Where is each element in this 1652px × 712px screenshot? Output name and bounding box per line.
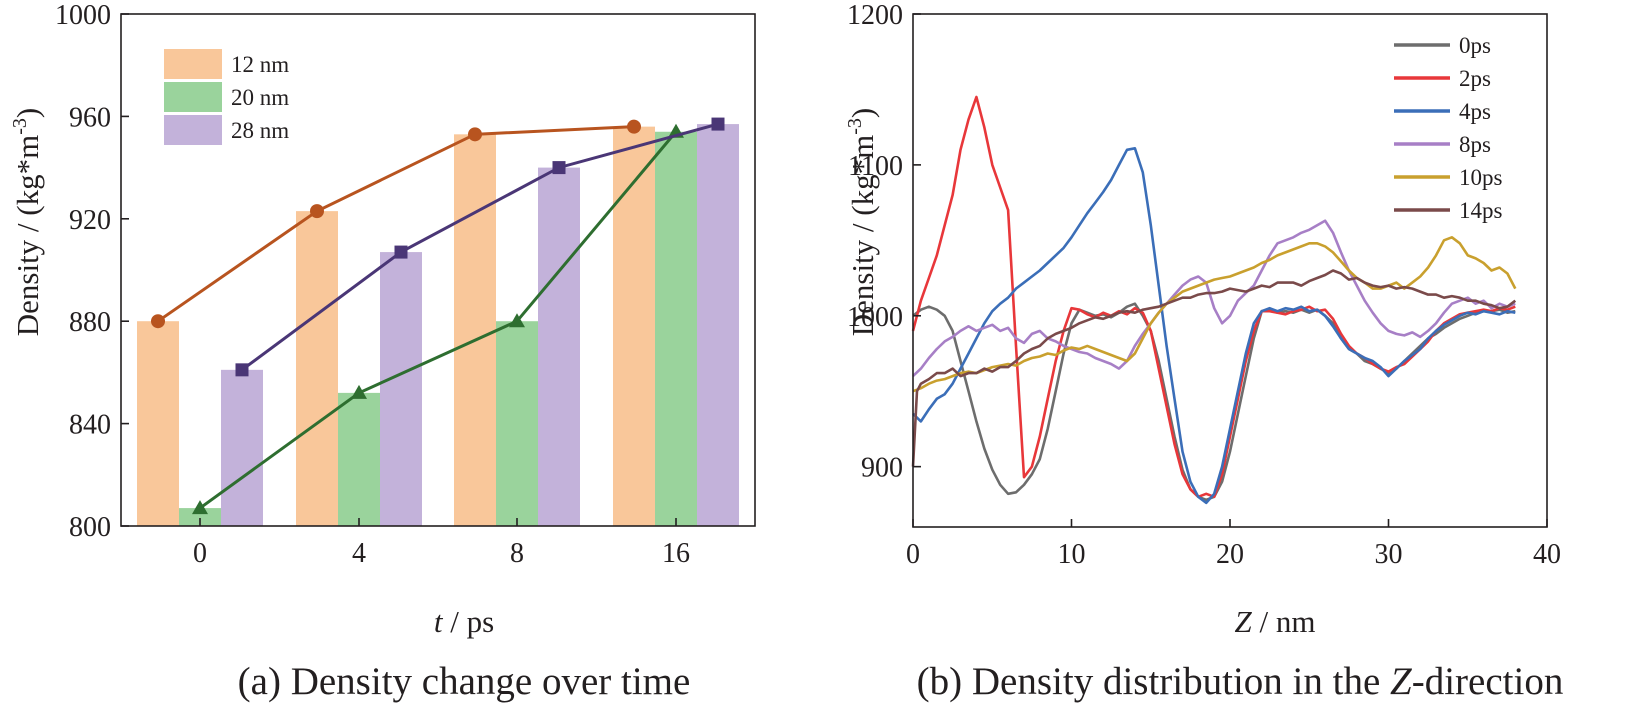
line-10ps [912, 236, 1517, 393]
line-8ps [912, 219, 1516, 378]
marker-28nm-0 [235, 363, 249, 377]
chart-b-ytick-label: 1100 [848, 151, 903, 182]
chart-b-xlabel-unit: / nm [1252, 604, 1316, 639]
legend-label: 20 nm [231, 85, 289, 110]
chart-b-xtick-label: 0 [906, 539, 920, 570]
marker-28nm-8 [552, 161, 566, 175]
line-12nm [157, 125, 635, 323]
chart-a-ylabel-main: Density / (kg*m [10, 135, 45, 337]
chart-b-xlabel-var: Z [1235, 604, 1253, 639]
legend-label: 12 nm [231, 52, 289, 77]
chart-a-frame [120, 13, 756, 527]
chart-a-caption-prefix: (a) [238, 660, 281, 703]
chart-a-xtick-label: 4 [352, 538, 366, 569]
legend-label: 4ps [1459, 99, 1491, 124]
chart-a-xlabel-var: t [434, 604, 444, 639]
chart-b-ytick-label: 900 [861, 453, 903, 484]
legend-label: 28 nm [231, 118, 289, 143]
line-20nm [199, 130, 678, 510]
svg-text:Density / (kg*m-3): Density / (kg*m-3) [9, 108, 45, 337]
bar-28nm-16 [697, 124, 739, 526]
bar-20nm-8 [496, 321, 538, 526]
chart-a: 800 840 880 920 960 1000 0 4 8 16 12 nm 20 nm 28 nm [55, 0, 756, 569]
chart-a-ytick-label: 1000 [55, 0, 111, 31]
bar-12nm-0 [137, 321, 179, 526]
bar-12nm-4 [296, 211, 338, 526]
chart-a-xtick-label: 8 [510, 538, 524, 569]
legend-swatch-20nm [164, 82, 222, 112]
bar-28nm-8 [538, 167, 580, 526]
chart-a-ytick-label: 840 [69, 410, 111, 441]
chart-b-ylabel: Density / (kg*m-3) [844, 108, 880, 337]
marker-28nm-4 [394, 245, 408, 259]
chart-b-xlabel: Z / nm [1235, 604, 1316, 639]
chart-a-ytick-label: 960 [69, 102, 111, 133]
svg-text:Density / (kg*m-3): Density / (kg*m-3) [844, 108, 880, 337]
chart-b-ylabel-main: Density / (kg*m [845, 135, 880, 337]
chart-a-xtick-label: 0 [193, 538, 207, 569]
legend-label: 2ps [1459, 66, 1491, 91]
chart-b: 900 1000 1100 1200 0 10 20 30 40 0ps 2ps 4ps 8ps 10ps… [847, 0, 1561, 570]
marker-28nm-16 [711, 117, 725, 131]
line-2ps [911, 95, 1516, 499]
legend-label: 14ps [1459, 198, 1503, 223]
legend-swatch-28nm [164, 115, 222, 145]
chart-a-caption: (a) Density change over time [238, 660, 691, 703]
bar-20nm-0 [179, 508, 221, 526]
chart-b-ylabel-sup: -3 [844, 118, 866, 135]
chart-b-caption-text: Density distribution in the [962, 660, 1390, 703]
chart-b-caption-var: Z [1390, 660, 1413, 703]
marker-12nm-4 [310, 204, 324, 219]
legend-swatch-12nm [164, 49, 222, 79]
line-4ps [912, 147, 1516, 505]
marker-20nm-8 [509, 313, 525, 328]
chart-a-ytick-label: 880 [69, 307, 111, 338]
marker-20nm-0 [192, 500, 208, 515]
legend-label: 10ps [1459, 165, 1503, 190]
chart-a-ylabel-sup: -3 [9, 118, 31, 135]
chart-a-xlabel-unit: / ps [442, 604, 494, 639]
bar-28nm-0 [221, 369, 263, 526]
legend-label: 8ps [1459, 132, 1491, 157]
bar-12nm-16 [613, 126, 655, 526]
chart-b-xtick-label: 30 [1375, 539, 1403, 570]
legend-label: 0ps [1459, 33, 1491, 58]
chart-a-xlabel: t / ps [434, 604, 494, 639]
chart-b-xtick-label: 20 [1216, 539, 1244, 570]
chart-b-xtick-label: 10 [1058, 539, 1086, 570]
bar-12nm-8 [454, 134, 496, 526]
chart-b-ylabel-end: ) [845, 108, 880, 118]
chart-b-caption-prefix: (b) [917, 660, 962, 703]
chart-a-ylabel: Density / (kg*m-3) [9, 108, 45, 337]
chart-b-xtick-label: 40 [1533, 539, 1561, 570]
marker-12nm-0 [151, 314, 165, 329]
chart-b-caption: (b) Density distribution in the Z-direct… [917, 660, 1564, 703]
chart-a-ylabel-end: ) [10, 108, 45, 118]
chart-a-caption-text: Density change over time [291, 660, 691, 703]
chart-b-ytick-label: 1000 [847, 302, 903, 333]
line-28nm [241, 122, 719, 372]
chart-b-ytick-label: 1200 [847, 0, 903, 31]
bar-28nm-4 [380, 252, 422, 526]
chart-a-ytick-label: 920 [69, 205, 111, 236]
chart-b-caption-suffix: -direction [1412, 660, 1564, 703]
marker-12nm-8 [468, 127, 482, 142]
marker-20nm-4 [351, 384, 367, 399]
chart-a-ytick-label: 800 [69, 512, 111, 543]
line-14ps [911, 269, 1517, 467]
chart-a-xtick-label: 16 [662, 538, 690, 569]
bar-20nm-16 [655, 131, 697, 526]
bar-20nm-4 [338, 392, 380, 526]
marker-12nm-16 [627, 119, 641, 134]
